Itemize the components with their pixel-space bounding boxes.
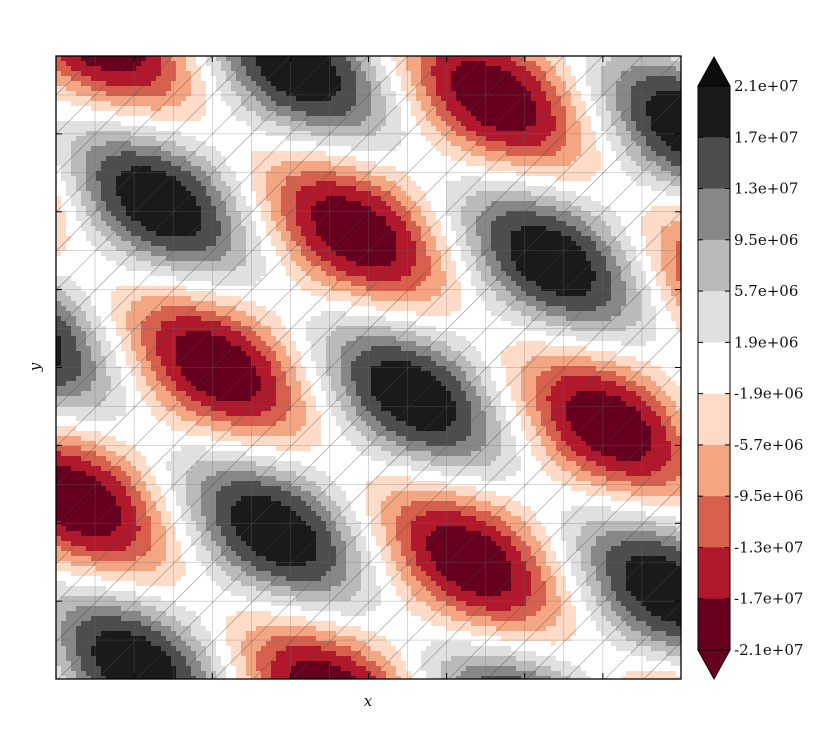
colorbar-segment [698, 342, 730, 394]
colorbar-segment [698, 599, 730, 651]
colorbar-segment [698, 496, 730, 548]
colorbar-segment [698, 86, 730, 138]
colorbar-segment [698, 445, 730, 497]
colorbar-tick-label: -1.9e+06 [734, 385, 803, 403]
colorbar-segment [698, 291, 730, 343]
x-axis-label: x [364, 692, 373, 710]
colorbar-extend-max [698, 57, 730, 86]
colorbar-tick-label: -1.3e+07 [734, 538, 803, 556]
colorbar-segment [698, 189, 730, 241]
colorbar-segment [698, 547, 730, 599]
colorbar-tick-label: 5.7e+06 [734, 282, 798, 300]
colorbar-tick-label: 1.3e+07 [734, 180, 798, 198]
y-axis-label: y [26, 362, 44, 372]
colorbar-tick-label: 9.5e+06 [734, 231, 798, 249]
colorbar [698, 57, 730, 679]
colorbar-tick-label: -9.5e+06 [734, 487, 803, 505]
colorbar-tick-label: -2.1e+07 [734, 641, 803, 659]
colorbar-tick-label: -5.7e+06 [734, 436, 803, 454]
colorbar-extend-min [698, 650, 730, 679]
contour-fills [56, 56, 682, 682]
colorbar-segment [698, 394, 730, 446]
colorbar-tick-label: 2.1e+07 [734, 77, 798, 95]
colorbar-tick-label: 1.7e+07 [734, 128, 798, 146]
colorbar-tick-label: 1.9e+06 [734, 333, 798, 351]
colorbar-segment [698, 240, 730, 292]
colorbar-tick-label: -1.7e+07 [734, 590, 803, 608]
colorbar-segment [698, 137, 730, 189]
